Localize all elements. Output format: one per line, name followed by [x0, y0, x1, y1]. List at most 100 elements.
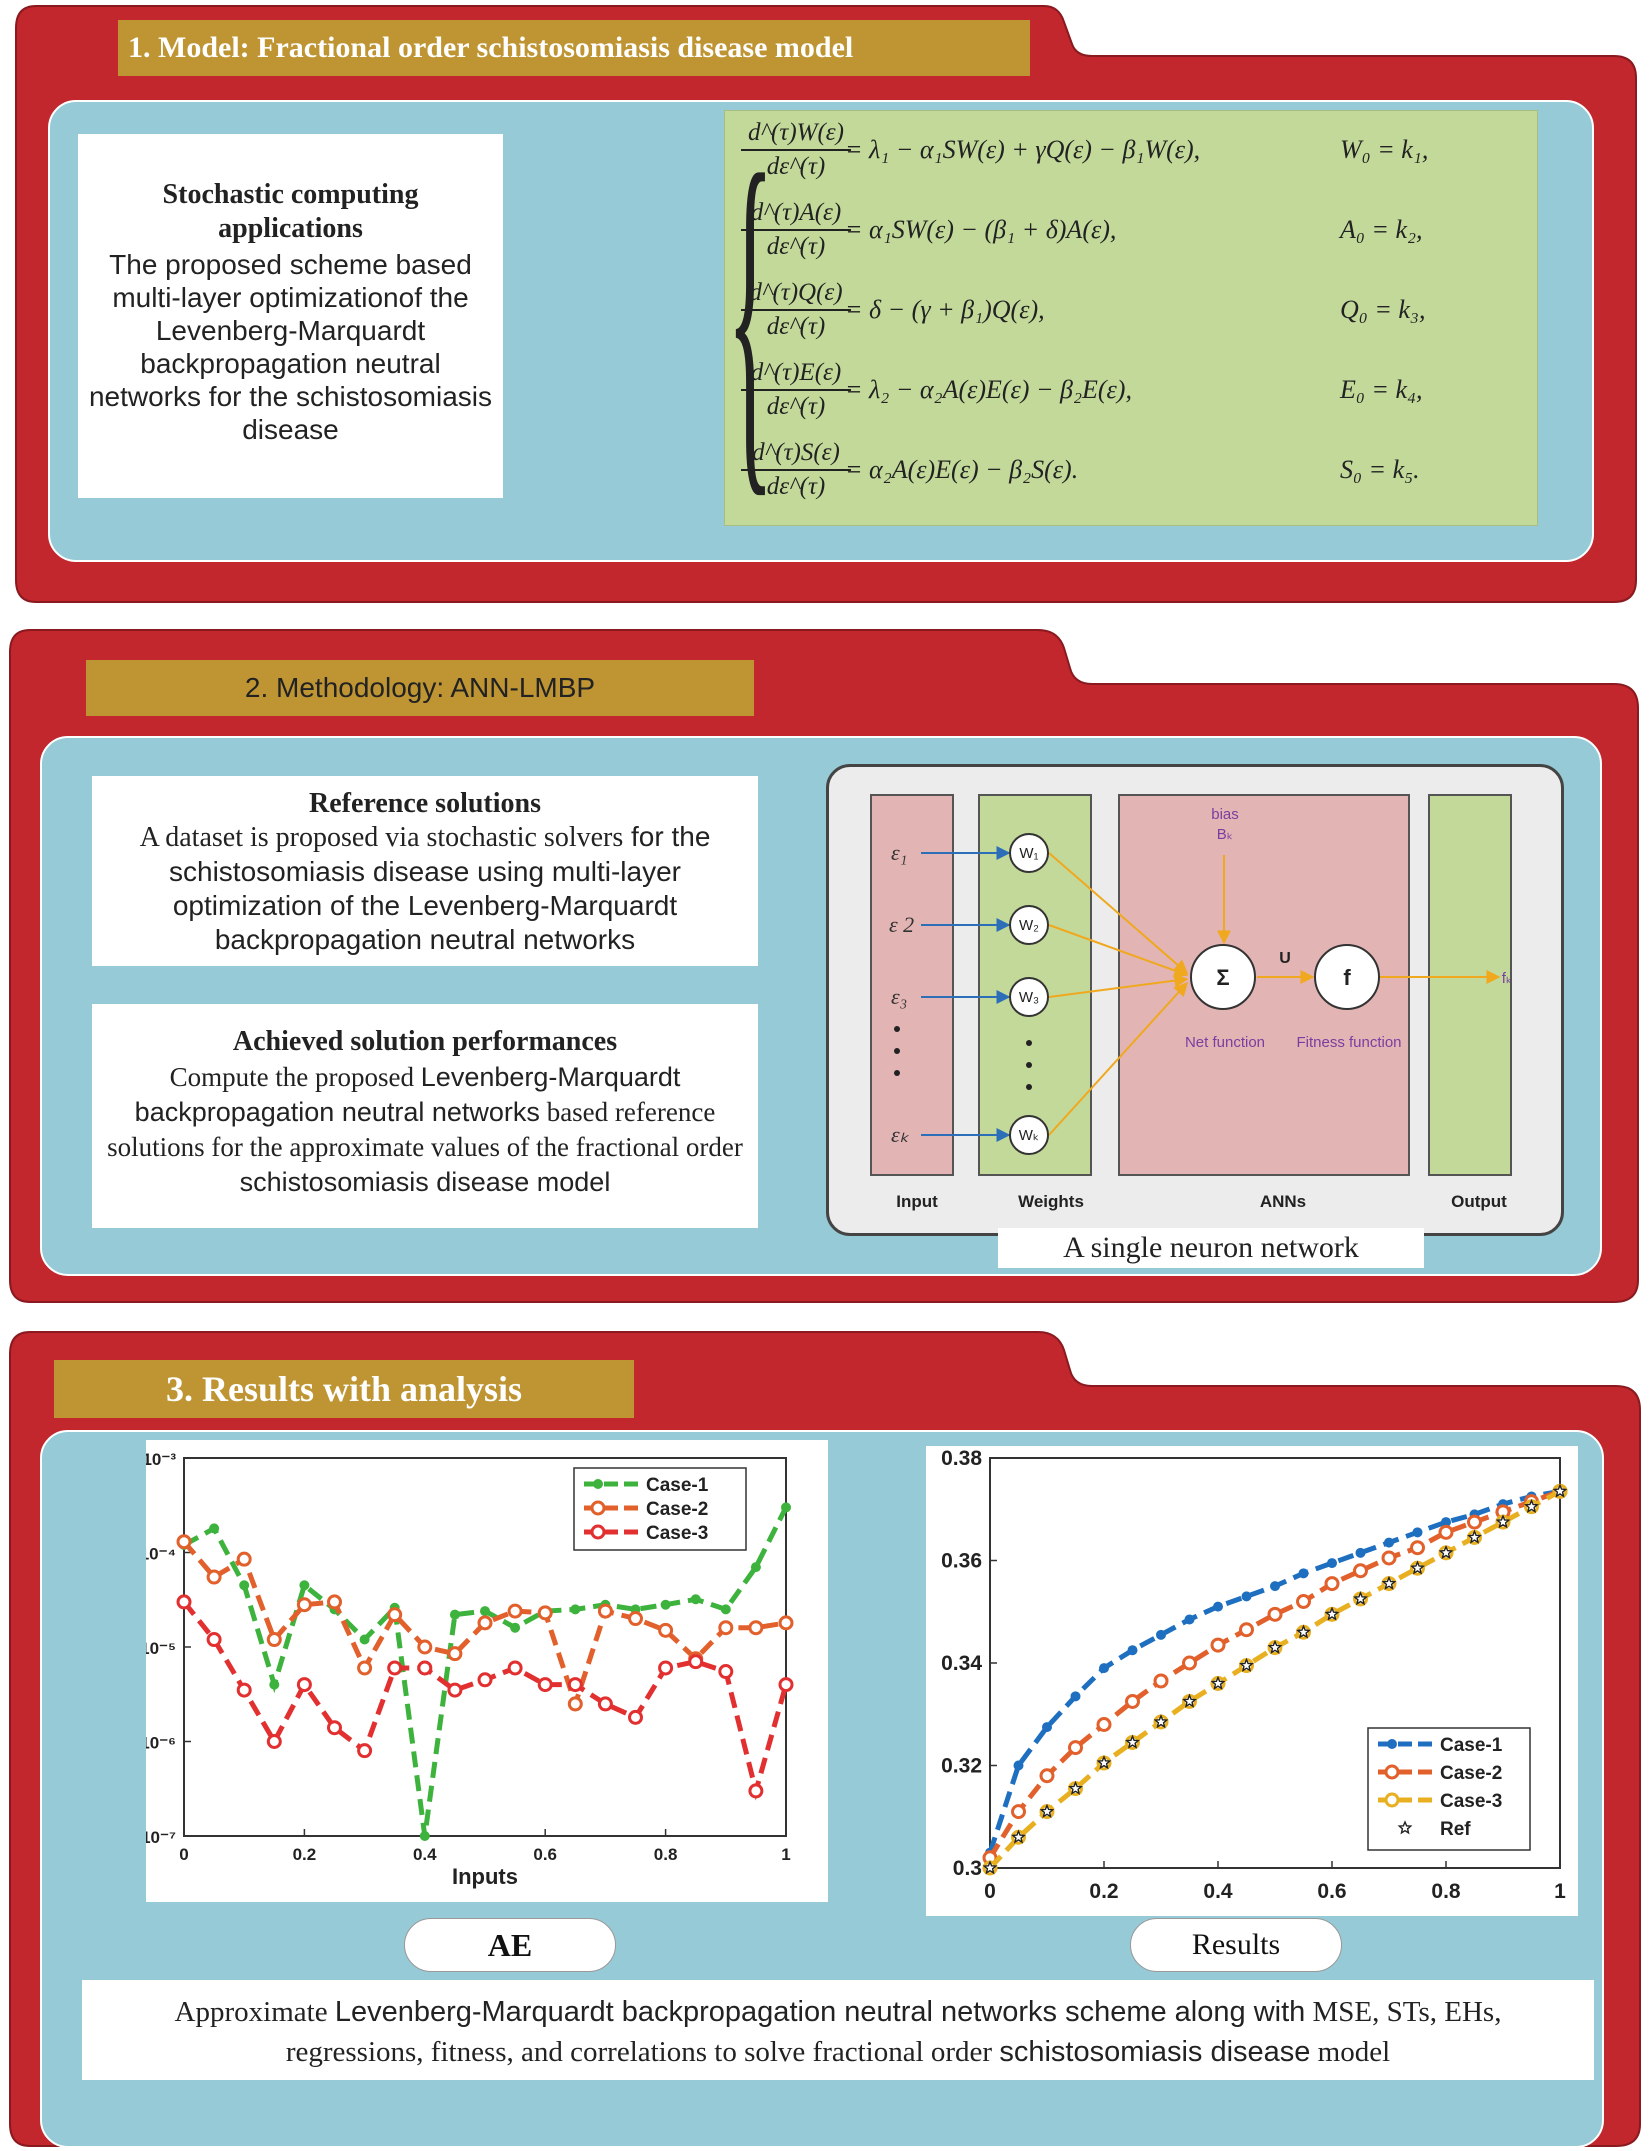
activation-node	[1314, 944, 1380, 1010]
system-brace: {	[727, 96, 774, 528]
data-point	[1524, 1498, 1539, 1513]
x-tick-label: 0.2	[1089, 1880, 1118, 1903]
x-tick-label: 1	[1554, 1880, 1566, 1903]
fitness-function-label: Fitness function	[1296, 1034, 1401, 1051]
data-point	[1210, 1675, 1226, 1690]
equation-row-1: d^(τ)W(ε) dε^(τ) = λ₁ − α₁SW(ε) + γQ(ε) −…	[725, 115, 1537, 195]
data-point	[718, 1620, 734, 1636]
ae-chart-svg: 0 0.2 0.4 0.6 0.8 1 10⁻⁷ 10⁻⁶ 10⁻⁵ 10⁻⁴ 10⁻³ Inputs…	[146, 1450, 794, 1889]
summary-line2-b: schistosomiasis disease	[999, 2036, 1311, 2068]
section-3-header: 3. Results with analysis	[54, 1360, 634, 1418]
data-point	[507, 1603, 523, 1619]
eq1-initial-condition: W₀ = k₁,	[1340, 135, 1429, 164]
net-function-label: Net function	[1185, 1034, 1265, 1051]
input-ellipsis-dot	[894, 1026, 900, 1032]
data-point	[778, 1615, 794, 1631]
legend-marker	[590, 1524, 606, 1540]
data-point	[597, 1696, 613, 1712]
data-point	[982, 1860, 998, 1875]
data-point	[1239, 1657, 1254, 1672]
eq3-denominator: dε^(τ)	[766, 313, 826, 340]
x-tick-label: 0.2	[293, 1845, 317, 1864]
data-point	[1381, 1550, 1397, 1566]
y-tick-label: 10⁻⁴	[146, 1545, 176, 1564]
data-point	[781, 1502, 791, 1513]
data-point	[176, 1534, 192, 1550]
legend-label: Case-3	[646, 1523, 708, 1544]
data-point	[1096, 1755, 1112, 1770]
data-point	[1298, 1568, 1309, 1579]
data-point	[1353, 1563, 1368, 1579]
data-point	[1324, 1576, 1340, 1592]
data-point	[1068, 1740, 1083, 1756]
summary-line1-a: Approximate	[174, 1996, 335, 2028]
ae-chart: 0 0.2 0.4 0.6 0.8 1 10⁻⁷ 10⁻⁶ 10⁻⁵ 10⁻⁴ 10⁻³ Inputs…	[146, 1440, 828, 1902]
input-ellipsis-dot	[894, 1070, 900, 1076]
data-point	[209, 1523, 220, 1534]
data-point	[296, 1677, 312, 1693]
weight-arrow-3	[1048, 973, 1189, 998]
data-point	[1096, 1717, 1112, 1732]
eq5-rhs: = α₂A(ε)E(ε) − β₂S(ε).	[845, 455, 1079, 484]
equation-row-2: d^(τ)A(ε) dε^(τ) = α₁SW(ε) − (β₁ + δ)A(ε)…	[725, 195, 1537, 275]
weight-arrow-k	[1048, 981, 1188, 1136]
output-symbol: fₖ	[1502, 970, 1513, 987]
series-line	[987, 1488, 1561, 1860]
x-tick-label: 0.6	[533, 1845, 557, 1864]
data-point	[206, 1569, 222, 1585]
eq3-rhs: = δ − (γ + β₁)Q(ε),	[845, 295, 1045, 324]
data-point	[718, 1664, 734, 1680]
data-point	[658, 1622, 674, 1638]
legend-label: Case-2	[1440, 1763, 1502, 1784]
eq5-denominator: dε^(τ)	[766, 473, 826, 500]
x-tick-label: 1	[781, 1845, 790, 1864]
equation-row-5: d^(τ)S(ε) dε^(τ) = α₂A(ε)E(ε) − β₂S(ε). S…	[725, 435, 1537, 515]
data-point	[1441, 1517, 1451, 1528]
data-point	[1495, 1514, 1511, 1529]
data-point	[1353, 1591, 1368, 1606]
data-point	[1013, 1760, 1024, 1771]
data-point	[387, 1660, 403, 1676]
eq4-rhs: = λ₂ − α₂A(ε)E(ε) − β₂E(ε),	[845, 375, 1132, 404]
model-equations: { d^(τ)W(ε) dε^(τ) = λ₁ − α₁SW(ε) + γQ(ε)…	[724, 110, 1538, 526]
weight-arrow-1	[1048, 852, 1189, 974]
reference-solutions-title: Reference solutions	[309, 788, 541, 819]
summary-line1-c: MSE, STs, EHs,	[1305, 1996, 1502, 2028]
network-caption: A single neuron network	[998, 1228, 1424, 1268]
y-tick-label: 10⁻³	[146, 1450, 176, 1469]
data-point	[1153, 1673, 1169, 1689]
legend-box	[1367, 1727, 1531, 1851]
data-point	[537, 1605, 553, 1621]
data-point	[567, 1696, 583, 1712]
x-tick-label: 0	[179, 1845, 188, 1864]
u-symbol: U	[1279, 950, 1291, 967]
data-point	[1384, 1537, 1394, 1548]
data-point	[660, 1599, 671, 1610]
data-point	[1011, 1829, 1026, 1844]
data-point	[1467, 1529, 1482, 1544]
data-point	[449, 1609, 460, 1620]
y-tick-label: 0.36	[941, 1550, 982, 1573]
data-point	[1125, 1693, 1140, 1709]
data-point	[1042, 1722, 1052, 1733]
data-point	[1296, 1624, 1311, 1639]
weight-label-1: W₁	[1019, 845, 1038, 862]
data-point	[567, 1677, 583, 1693]
eq5-initial-condition: S₀ = k₅.	[1340, 455, 1420, 484]
data-point	[510, 1622, 521, 1633]
weight-arrow-2	[1048, 924, 1189, 978]
legend-marker	[1384, 1764, 1400, 1780]
x-tick-label: 0.4	[1203, 1880, 1233, 1903]
legend-marker	[590, 1500, 606, 1516]
eq2-rhs: = α₁SW(ε) − (β₁ + δ)A(ε),	[845, 215, 1117, 244]
legend-label: Case-1	[1440, 1735, 1503, 1756]
input-column	[870, 794, 954, 1176]
input-label-2: ε 2	[889, 912, 914, 937]
data-point	[357, 1660, 373, 1676]
results-summary: Approximate Levenberg-Marquardt backprop…	[82, 1980, 1594, 2080]
data-point	[206, 1632, 222, 1648]
x-tick-label: 0.6	[1317, 1880, 1346, 1903]
achieved-body-a: Compute the proposed	[169, 1062, 421, 1092]
reference-solutions-body-a: A dataset is proposed via stochastic sol…	[139, 822, 624, 853]
x-axis-label: Inputs	[452, 1864, 518, 1889]
